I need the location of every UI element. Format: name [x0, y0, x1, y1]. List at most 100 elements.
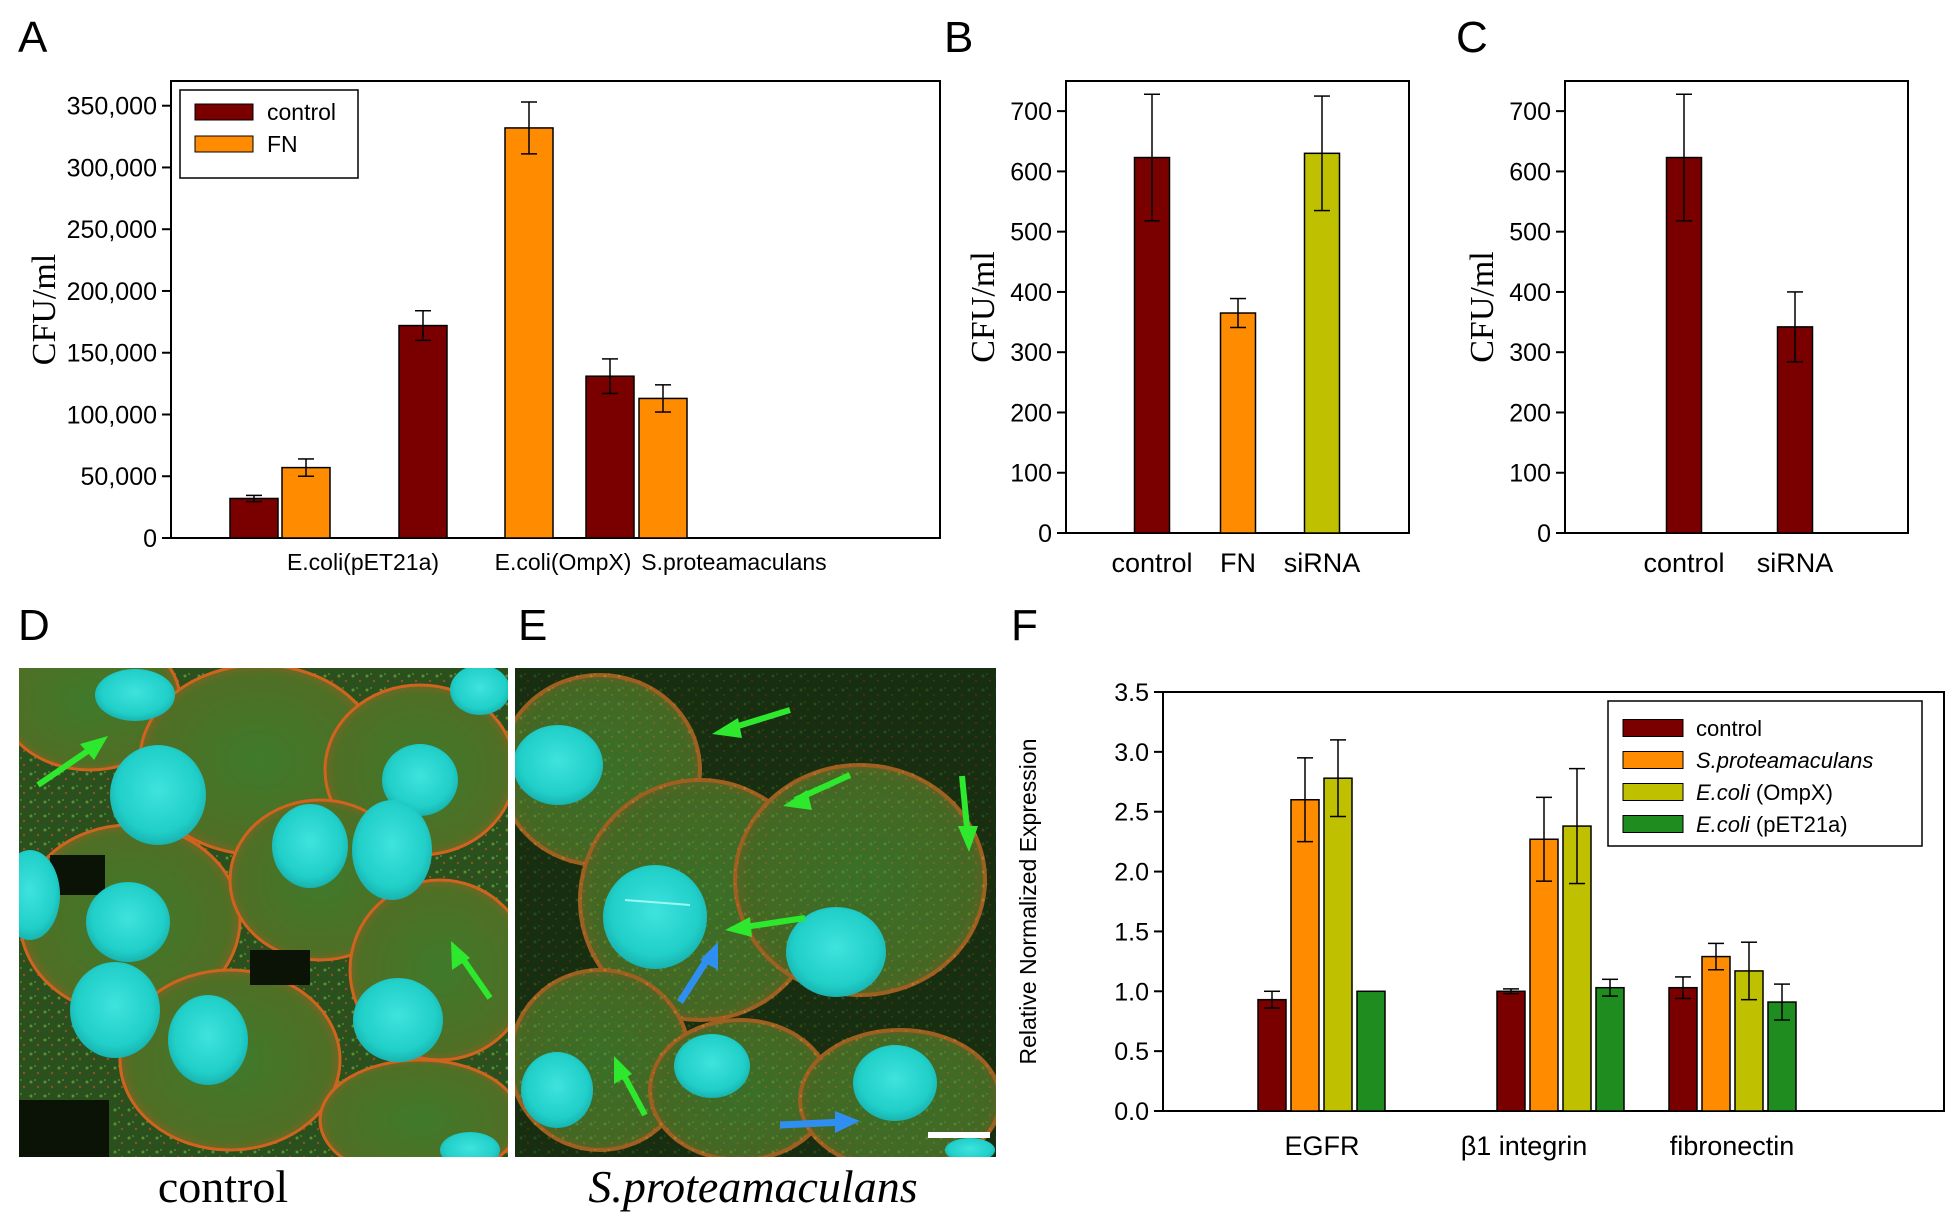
bar-fn [281, 466, 331, 539]
chart-c: 0 100 200 300 400 500 600 700 CFU/ml control siRNA [1464, 80, 1909, 578]
green-arrow [36, 736, 108, 788]
panel-label-e: E [518, 601, 547, 650]
micrograph-s-proteamaculans [515, 668, 996, 1157]
bar-control [398, 324, 448, 539]
plot-frame [170, 80, 941, 539]
bar-series-1 [1290, 798, 1320, 1112]
y-tick-label: 200 [1010, 399, 1052, 427]
scale-bar [928, 1132, 990, 1138]
y-tick-label: 400 [1509, 279, 1551, 307]
bar-series-1 [1701, 955, 1731, 1112]
legend-label: FN [267, 131, 298, 157]
y-tick-label: 100,000 [67, 401, 157, 429]
chart-a: 0 50,000 100,000 150,000 200,000 250,000 300,0… [26, 80, 941, 575]
bar-series-3 [1595, 986, 1625, 1112]
plot-frame [1564, 80, 1909, 534]
y-tick-label: 150,000 [67, 340, 157, 368]
legend-swatch [194, 103, 254, 121]
legend-label-plain: (OmpX) [1750, 780, 1833, 805]
y-tick-label: 600 [1010, 158, 1052, 186]
legend-label: E.coli (OmpX) [1696, 780, 1833, 805]
legend-swatch [194, 135, 254, 153]
bar-series-0 [1496, 990, 1526, 1112]
legend-label: S.proteamaculans [1696, 748, 1873, 773]
chart-f: 0.0 0.5 1.0 1.5 2.0 2.5 3.0 3.5 Relative Normali… [1015, 679, 1945, 1161]
y-tick-label: 200 [1509, 399, 1551, 427]
y-tick-label: 3.0 [1114, 739, 1149, 767]
panel-label-a: A [18, 13, 48, 62]
y-tick-label: 200,000 [67, 278, 157, 306]
blue-arrow [779, 1111, 860, 1133]
y-tick-label: 1.0 [1114, 978, 1149, 1006]
y-tick-label: 3.5 [1114, 679, 1149, 707]
y-tick-label: 2.5 [1114, 799, 1149, 827]
y-tick-label: 100 [1509, 460, 1551, 488]
y-tick-label: 0.0 [1114, 1098, 1149, 1126]
y-tick-label: 500 [1509, 219, 1551, 247]
y-axis-label: CFU/ml [1464, 251, 1501, 362]
micrograph-control [19, 668, 508, 1157]
y-tick-label: 100 [1010, 460, 1052, 488]
y-tick-label: 0 [1038, 520, 1052, 548]
legend-swatch [1622, 719, 1684, 737]
y-tick-label: 700 [1010, 98, 1052, 126]
y-tick-label: 700 [1509, 98, 1551, 126]
legend-label-italic: E.coli [1696, 812, 1751, 837]
x-category-label: EGFR [1284, 1131, 1359, 1161]
y-tick-label: 0.5 [1114, 1038, 1149, 1066]
green-arrow [958, 775, 978, 852]
legend-label: E.coli (pET21a) [1696, 812, 1848, 837]
chart-b: 0 100 200 300 400 500 600 700 CFU/ml control FN siR… [965, 80, 1410, 578]
x-category-label: FN [1220, 548, 1256, 578]
y-axis-label: CFU/ml [26, 254, 63, 365]
bar-series-1 [1529, 838, 1559, 1112]
green-arrow [614, 1056, 648, 1117]
green-arrow [725, 915, 806, 937]
bar-fn [504, 127, 554, 539]
x-category-label: S.proteamaculans [641, 549, 826, 575]
y-tick-label: 250,000 [67, 216, 157, 244]
legend-swatch [1622, 783, 1684, 801]
blue-arrow [677, 942, 718, 1004]
x-category-label: β1 integrin [1461, 1131, 1588, 1161]
bar-series-0 [1668, 986, 1698, 1112]
legend-label-plain: (pET21a) [1750, 812, 1848, 837]
legend-label-italic: S.proteamaculans [1696, 748, 1873, 773]
y-tick-label: 500 [1010, 219, 1052, 247]
y-axis-label: CFU/ml [965, 251, 1002, 362]
green-arrow [451, 941, 493, 1000]
x-category-label: E.coli(pET21a) [287, 549, 439, 575]
panel-label-d: D [18, 601, 50, 650]
y-tick-label: 300 [1010, 339, 1052, 367]
bar-control [229, 497, 279, 539]
caption-control: control [158, 1161, 288, 1212]
y-tick-label: 50,000 [81, 463, 157, 491]
bar-fn [638, 397, 688, 539]
green-arrow [712, 707, 791, 738]
y-tick-label: 600 [1509, 158, 1551, 186]
bar-control [585, 375, 635, 539]
x-category-label: E.coli(OmpX) [495, 549, 632, 575]
bar-series-2 [1323, 777, 1353, 1112]
y-tick-label: 0 [1537, 520, 1551, 548]
panel-label-b: B [944, 13, 973, 62]
panel-label-f: F [1011, 601, 1038, 650]
x-category-label: siRNA [1757, 548, 1834, 578]
legend-swatch [1622, 815, 1684, 833]
caption-s-proteamaculans: S.proteamaculans [588, 1161, 917, 1212]
y-tick-label: 300,000 [67, 154, 157, 182]
bar-sirna [1303, 152, 1341, 534]
y-tick-label: 1.5 [1114, 918, 1149, 946]
x-category-label: siRNA [1284, 548, 1361, 578]
bar-series-3 [1356, 990, 1386, 1112]
x-category-label: fibronectin [1670, 1131, 1795, 1161]
y-tick-label: 350,000 [67, 93, 157, 121]
panel-label-c: C [1456, 13, 1488, 62]
legend-label: control [267, 99, 336, 125]
y-tick-label: 2.0 [1114, 859, 1149, 887]
x-category-label: control [1643, 548, 1724, 578]
y-tick-label: 400 [1010, 279, 1052, 307]
green-arrow [783, 772, 852, 810]
bar-series-0 [1257, 998, 1287, 1112]
